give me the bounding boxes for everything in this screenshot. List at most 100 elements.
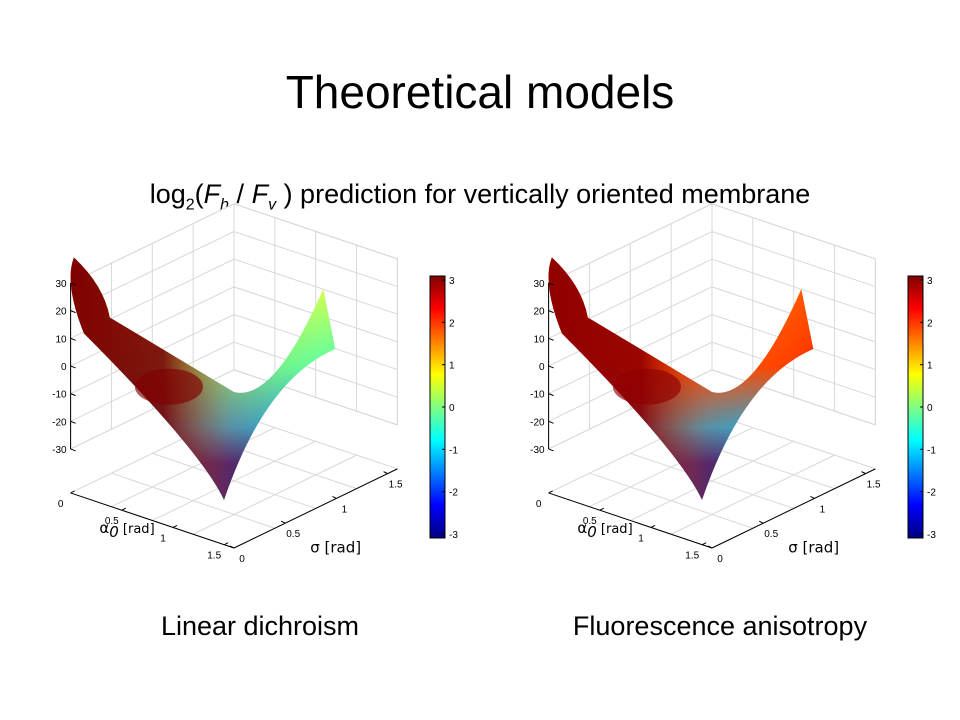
z-tick-mark: [548, 393, 554, 397]
colorbar-tick-label: 1: [449, 361, 455, 372]
z-tick-label: -30: [52, 445, 67, 456]
sigma-tick-mark: [707, 545, 713, 549]
z-tick-label: 30: [533, 279, 545, 290]
alpha-tick-label: 0.5: [105, 516, 119, 527]
alpha-unit: [rad]: [597, 522, 633, 537]
z-tick-mark: [70, 310, 76, 314]
surface-plot-linear-dichroism: 30 20 10 0 -10 -20 -30 0 0.5 1 1.5 0 0.5 1 1.5 α0 [rad]…: [20, 203, 480, 572]
z-tick-label: -10: [52, 390, 67, 401]
z-tick-mark: [548, 310, 554, 314]
floor-gridline: [711, 413, 876, 470]
z-tick-mark: [548, 337, 554, 341]
sigma-axis-label: σ [rad]: [788, 538, 839, 556]
alpha-axis-line: [70, 492, 235, 549]
colorbar-tick-label: 2: [449, 318, 455, 329]
subtitle-denominator: F: [251, 179, 269, 209]
colorbar-tick-label: 1: [927, 361, 933, 372]
colorbar-tick-label: 0: [449, 403, 455, 414]
sigma-tick-mark: [810, 495, 815, 499]
subtitle-rest: ) prediction for vertically oriented mem…: [276, 179, 811, 209]
floor-gridline: [152, 452, 316, 509]
alpha-axis-label: α0 [rad]: [577, 519, 632, 541]
z-tick-label: -10: [530, 390, 545, 401]
alpha-symbol: α: [99, 519, 109, 537]
sigma-tick-label: 1.5: [867, 480, 881, 491]
surface-overlay: [548, 257, 814, 500]
colorbar-tick-label: -2: [449, 488, 458, 499]
sigma-axis-line: [233, 468, 398, 549]
subtitle-log: log: [149, 179, 186, 209]
sigma-tick-label: 1.5: [389, 480, 403, 491]
subtitle-slash: /: [229, 179, 252, 209]
subtitle-numerator: F: [203, 179, 221, 209]
alpha-tick-label: 1: [160, 533, 166, 544]
z-tick-label: -20: [52, 417, 67, 428]
z-tick-mark: [548, 448, 554, 452]
sigma-tick-label: 0.5: [286, 529, 300, 540]
colorbar-tick-label: 2: [927, 318, 933, 329]
surface-plot-fluorescence-anisotropy: 30 20 10 0 -10 -20 -30 0 0.5 1 1.5 0 0.5 1 1.5 α0 [rad]…: [498, 203, 958, 572]
z-tick-label: 10: [55, 334, 67, 345]
sigma-axis-line: [711, 468, 876, 549]
alpha-unit: [rad]: [119, 522, 155, 537]
colorbar-tick-label: -3: [927, 530, 936, 541]
surface-peak: [134, 368, 203, 405]
colorbar-tick-label: 3: [927, 276, 933, 287]
sigma-tick-mark: [229, 545, 235, 549]
colorbar-tick-label: -3: [449, 530, 458, 541]
subtitle-denominator-sub: v: [268, 196, 277, 214]
z-tick-mark: [70, 448, 76, 452]
grid-lines: [548, 203, 876, 549]
z-tick-mark: [70, 337, 76, 341]
alpha-tick-mark: [121, 507, 127, 511]
alpha-subscript: 0: [587, 523, 597, 541]
subtitle-numerator-sub: h: [220, 196, 230, 214]
alpha-symbol: α: [577, 519, 587, 537]
alpha-tick-mark: [172, 525, 178, 528]
sigma-tick-label: 1: [820, 504, 826, 515]
axes: [548, 282, 876, 549]
colorbar-tick-label: -2: [927, 488, 936, 499]
z-tick-label: 0: [539, 362, 545, 373]
grid-lines: [70, 203, 398, 549]
slide-subtitle: log2(Fh / Fv ) prediction for vertically…: [0, 174, 960, 225]
alpha-subscript: 0: [109, 523, 119, 541]
alpha-tick-label: 0.5: [583, 516, 597, 527]
z-tick-label: 30: [55, 279, 67, 290]
z-tick-label: 20: [55, 307, 67, 318]
alpha-axis-label: α0 [rad]: [99, 519, 154, 541]
sigma-tick-mark: [280, 520, 286, 524]
caption-linear-dichroism: Linear dichroism: [160, 611, 360, 641]
subtitle-open-paren: (: [194, 179, 204, 209]
alpha-tick-label: 1.5: [685, 551, 699, 562]
alpha-tick-label: 0: [536, 499, 542, 510]
alpha-tick-label: 1: [638, 533, 644, 544]
z-tick-label: -30: [530, 445, 545, 456]
z-tick-mark: [548, 282, 554, 286]
floor-gridline: [233, 413, 398, 470]
alpha-tick-label: 0: [58, 499, 64, 510]
alpha-tick-mark: [650, 525, 656, 528]
floor-gridline: [630, 452, 794, 509]
colorbar-tick-label: 3: [449, 276, 455, 287]
surface-overlay: [70, 257, 336, 500]
alpha-tick-label: 1.5: [207, 551, 221, 562]
alpha-tick-mark: [70, 490, 75, 494]
z-tick-mark: [70, 282, 76, 286]
sigma-tick-mark: [332, 495, 337, 499]
z-tick-mark: [70, 365, 76, 369]
sigma-tick-mark: [383, 471, 388, 475]
alpha-tick-mark: [548, 490, 553, 494]
sigma-tick-label: 0.5: [764, 529, 778, 540]
slide-title: Theoretical models: [285, 66, 675, 118]
z-gridline: [548, 203, 876, 284]
z-tick-label: -20: [530, 417, 545, 428]
caption-fluorescence-anisotropy: Fluorescence anisotropy: [572, 611, 868, 641]
colorbar-tick-label: -1: [927, 445, 936, 456]
sigma-tick-mark: [861, 471, 866, 475]
sigma-tick-label: 1: [342, 504, 348, 515]
sigma-tick-label: 0: [239, 554, 245, 565]
z-tick-mark: [70, 393, 76, 397]
